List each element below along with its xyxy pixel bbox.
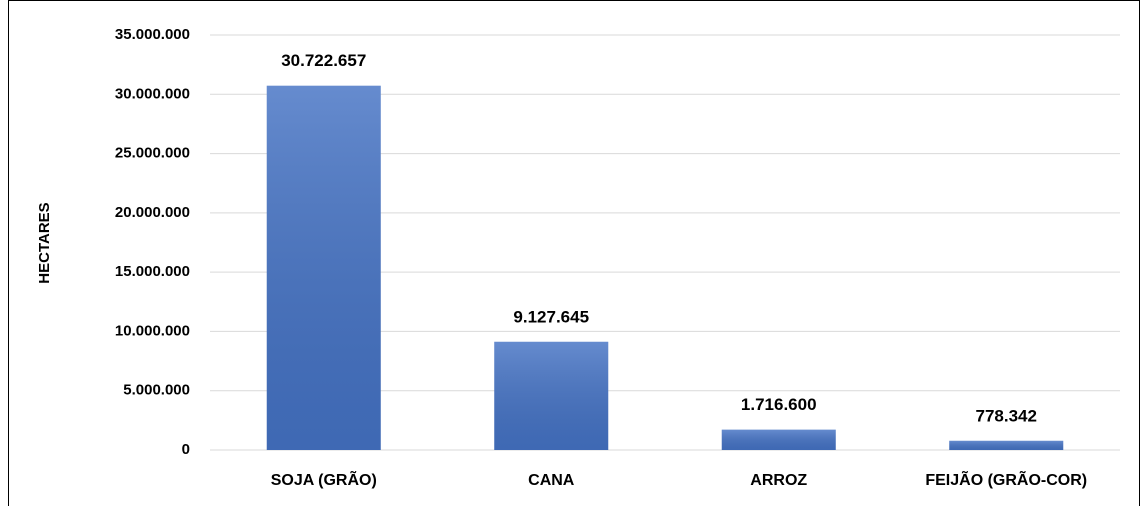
bar xyxy=(949,440,1064,450)
y-axis-label: HECTARES xyxy=(36,202,53,283)
x-tick-label: SOJA (GRÃO) xyxy=(271,469,377,489)
y-tick-label: 15.000.000 xyxy=(115,263,190,280)
y-tick-label: 35.000.000 xyxy=(115,26,190,43)
x-tick-label: FEIJÃO (GRÃO-COR) xyxy=(925,469,1087,489)
y-tick-label: 30.000.000 xyxy=(115,85,190,102)
data-label: 9.127.645 xyxy=(513,307,589,326)
x-tick-label: CANA xyxy=(528,472,575,489)
data-label: 1.716.600 xyxy=(741,395,817,414)
y-tick-label: 25.000.000 xyxy=(115,145,190,162)
x-tick-label: ARROZ xyxy=(750,472,807,489)
y-tick-label: 20.000.000 xyxy=(115,204,190,221)
bar xyxy=(494,341,609,450)
data-label: 778.342 xyxy=(976,406,1037,425)
bar xyxy=(266,85,381,450)
chart-border xyxy=(8,0,1140,506)
bar xyxy=(721,429,836,450)
y-tick-label: 10.000.000 xyxy=(115,322,190,339)
y-tick-label: 5.000.000 xyxy=(123,382,190,399)
y-tick-label: 0 xyxy=(182,441,190,458)
data-label: 30.722.657 xyxy=(281,51,366,70)
